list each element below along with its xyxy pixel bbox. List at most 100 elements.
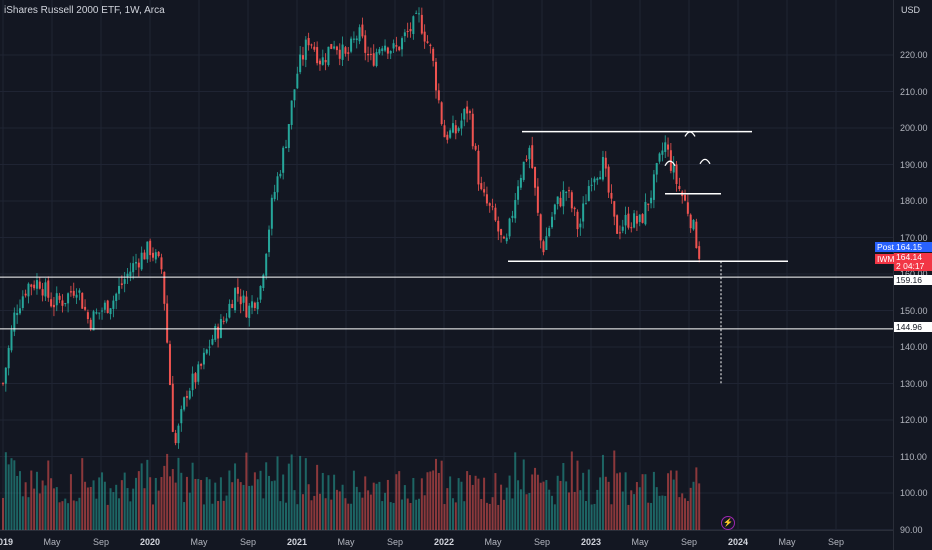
- candle-body: [684, 194, 687, 201]
- volume-bar: [664, 495, 667, 530]
- volume-bar: [248, 485, 251, 530]
- candle-body: [27, 283, 30, 297]
- candle-body: [103, 302, 106, 310]
- volume-bar: [338, 491, 341, 530]
- price-axis-divider: [893, 0, 894, 550]
- currency-label[interactable]: USD: [900, 5, 920, 15]
- volume-bar: [13, 460, 16, 530]
- volume-bar: [672, 479, 675, 530]
- shoulder-arc: [699, 158, 711, 165]
- candle-body: [236, 287, 239, 294]
- candle-body: [168, 344, 171, 385]
- volume-bar: [650, 502, 653, 530]
- volume-bar: [590, 504, 593, 530]
- candle-body: [624, 214, 627, 226]
- volume-bar: [225, 495, 228, 530]
- volume-bar: [146, 459, 149, 530]
- volume-bar: [10, 458, 13, 530]
- volume-bar: [423, 495, 426, 530]
- volume-bar: [531, 474, 534, 530]
- x-tick-label: Sep: [827, 537, 845, 547]
- volume-bar: [364, 476, 367, 530]
- lightning-icon[interactable]: ⚡: [721, 516, 735, 530]
- candle-body: [466, 106, 469, 114]
- candle-body: [115, 293, 118, 301]
- volume-bar: [101, 472, 104, 530]
- candle-body: [324, 59, 327, 63]
- volume-bar: [477, 478, 480, 530]
- volume-bar: [205, 477, 208, 530]
- volume-bar: [259, 470, 262, 530]
- volume-bar: [118, 498, 121, 530]
- volume-bar: [30, 470, 33, 530]
- candle-body: [601, 157, 604, 180]
- volume-bar: [276, 456, 279, 530]
- time-axis-divider: [0, 530, 893, 531]
- candle-body: [183, 397, 186, 410]
- candle-body: [695, 221, 698, 249]
- candle-body: [536, 186, 539, 213]
- x-tick-label: May: [43, 537, 61, 547]
- x-tick-label: May: [190, 537, 208, 547]
- candle-body: [41, 289, 44, 296]
- volume-bar: [222, 500, 225, 530]
- volume-bar: [485, 502, 488, 530]
- candle-body: [491, 206, 494, 208]
- volume-bar: [120, 480, 123, 530]
- candle-body: [279, 173, 282, 177]
- bar-countdown: 2 04:17: [896, 261, 925, 271]
- volume-bar: [517, 480, 520, 530]
- candle-body: [661, 150, 664, 155]
- candle-body: [341, 44, 344, 60]
- candle-body: [658, 153, 661, 162]
- volume-bar: [18, 471, 21, 530]
- candle-body: [214, 325, 217, 340]
- candle-body: [307, 38, 310, 46]
- volume-bar: [174, 482, 177, 530]
- candle-body: [285, 146, 287, 148]
- candle-body: [78, 290, 81, 293]
- candle-body: [616, 215, 619, 234]
- volume-bar: [667, 473, 670, 530]
- candle-body: [211, 338, 214, 345]
- volume-bar: [341, 484, 344, 530]
- volume-bar: [123, 472, 126, 530]
- volume-bar: [491, 497, 494, 530]
- candle-body: [200, 364, 203, 366]
- candle-body: [559, 197, 562, 207]
- volume-bar: [601, 454, 604, 530]
- candle-body: [519, 177, 522, 188]
- candle-body: [98, 312, 101, 314]
- volume-bar: [140, 463, 143, 530]
- candle-body: [18, 308, 21, 314]
- volume-bar: [369, 494, 372, 530]
- volume-bar: [573, 491, 576, 530]
- x-tick-label: 2023: [580, 537, 602, 547]
- volume-bar: [287, 463, 290, 530]
- candle-body: [446, 134, 449, 140]
- candle-body: [480, 183, 483, 190]
- y-tick-label: 210.00: [900, 86, 928, 97]
- candle-body: [146, 241, 149, 260]
- candle-body: [395, 45, 398, 47]
- volume-bar: [163, 465, 166, 530]
- volume-bar: [98, 477, 101, 530]
- volume-bar: [81, 458, 84, 530]
- candle-body: [126, 273, 129, 277]
- candle-body: [664, 142, 667, 152]
- volume-bar: [273, 480, 276, 530]
- candle-body: [194, 373, 197, 383]
- volume-bar: [570, 451, 573, 530]
- candle-body: [89, 319, 92, 329]
- post-price-tag: 164.15: [894, 242, 932, 252]
- volume-bar: [321, 472, 324, 530]
- volume-bar: [389, 502, 392, 530]
- x-tick-label: May: [778, 537, 796, 547]
- candle-body: [313, 46, 316, 50]
- volume-bar: [630, 490, 633, 530]
- candle-body: [191, 373, 194, 391]
- candle-body: [253, 302, 256, 308]
- volume-bar: [115, 484, 118, 530]
- volume-bar: [494, 473, 497, 530]
